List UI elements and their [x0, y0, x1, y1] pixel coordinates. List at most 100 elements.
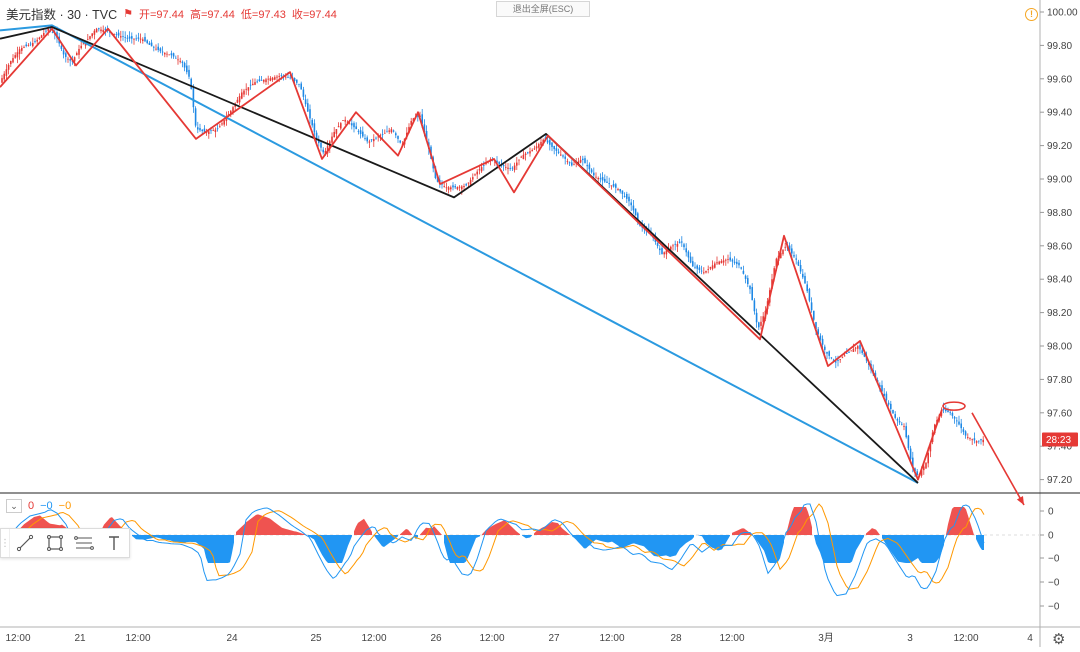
candle-body	[612, 183, 615, 187]
candle-body	[230, 110, 232, 115]
candle-body	[971, 439, 973, 441]
x-tick-label: 12:00	[125, 633, 150, 644]
candle-body	[551, 142, 553, 147]
candle-body	[478, 169, 481, 171]
grip-handle-icon[interactable]: ⋮	[0, 529, 10, 557]
candle-body	[749, 285, 751, 290]
candle-body	[98, 28, 100, 30]
indicator-value-orange: −0	[58, 500, 72, 512]
candle-body	[978, 440, 980, 442]
candle-body	[678, 241, 681, 244]
candle-body	[95, 28, 98, 33]
candle-body	[861, 350, 863, 354]
candle-body	[619, 188, 621, 192]
candle-body	[298, 83, 300, 85]
candle-body	[731, 259, 734, 262]
candle-body	[263, 79, 265, 82]
candle-body	[388, 130, 390, 132]
candle-body	[907, 435, 910, 449]
candle-body	[799, 265, 802, 272]
candle-body	[705, 270, 707, 273]
candle-body	[144, 36, 146, 42]
candle-body	[808, 289, 811, 301]
rectangle-tool-icon[interactable]	[40, 529, 70, 557]
candle-body	[727, 259, 729, 260]
candle-body	[181, 61, 184, 63]
x-tick-label: 12:00	[953, 633, 978, 644]
candle-body	[1, 78, 3, 83]
candle-body	[597, 177, 599, 180]
gear-icon[interactable]: ⚙	[1052, 631, 1066, 648]
flag-icon[interactable]: ⚑	[123, 8, 133, 20]
candle-body	[199, 128, 201, 131]
fib-levels-tool-icon[interactable]	[70, 529, 100, 557]
candle-body	[564, 156, 566, 159]
candle-body	[744, 275, 747, 279]
y-tick-label: 99.60	[1047, 74, 1072, 85]
macd-tick-label: −0	[1048, 602, 1060, 613]
candle-body	[507, 167, 509, 169]
candle-body	[296, 79, 298, 83]
candle-body	[685, 248, 687, 253]
candle-body	[509, 168, 511, 169]
macd-histogram	[754, 535, 784, 563]
x-tick-label: 12:00	[5, 633, 30, 644]
candle-body	[51, 32, 54, 33]
candle-body	[474, 174, 476, 176]
candle-body	[557, 151, 560, 153]
candle-body	[60, 45, 63, 49]
y-tick-label: 98.20	[1047, 308, 1072, 319]
candle-body	[524, 153, 527, 155]
chevron-down-icon[interactable]: ⌄	[6, 499, 22, 513]
trend-line-tool-icon[interactable]	[10, 529, 40, 557]
candle-body	[604, 178, 606, 182]
symbol-header: 美元指数 · 30 · TVC ⚑ 开=97.44 高=97.44 低=97.4…	[6, 4, 337, 23]
candle-body	[18, 49, 21, 55]
candle-body	[153, 46, 155, 48]
candle-body	[670, 246, 672, 250]
macd-histogram	[400, 529, 412, 535]
candle-body	[269, 78, 272, 81]
candle-body	[410, 121, 412, 125]
candle-body	[80, 45, 82, 49]
y-tick-label: 98.60	[1047, 241, 1072, 252]
candle-body	[258, 79, 261, 82]
candle-body	[560, 154, 562, 156]
arrow-head	[1016, 496, 1024, 505]
candle-body	[375, 137, 377, 139]
candle-body	[846, 353, 848, 354]
candle-body	[698, 267, 701, 270]
y-tick-label: 98.00	[1047, 342, 1072, 353]
candle-body	[813, 310, 815, 320]
price-tag-label: 28:23	[1046, 435, 1071, 446]
alert-icon[interactable]: !	[1025, 8, 1038, 21]
candle-body	[161, 51, 164, 53]
candle-body	[87, 38, 89, 40]
macd-histogram	[236, 514, 306, 535]
candle-body	[23, 46, 25, 48]
candle-body	[700, 270, 703, 272]
symbol-title[interactable]: 美元指数 · 30 · TVC	[6, 8, 118, 22]
candle-body	[929, 442, 932, 452]
candle-body	[366, 137, 368, 142]
candle-body	[126, 37, 129, 39]
text-tool-icon[interactable]	[99, 529, 129, 557]
candle-body	[21, 47, 23, 51]
candle-body	[480, 167, 483, 172]
exit-fullscreen-button[interactable]: 退出全屏(ESC)	[496, 1, 590, 17]
candle-body	[839, 359, 841, 361]
macd-tick-label: 0	[1048, 507, 1054, 518]
candle-body	[243, 90, 245, 95]
y-tick-label: 100.00	[1047, 8, 1078, 19]
candle-body	[920, 470, 923, 476]
candle-body	[588, 164, 591, 170]
candle-body	[450, 187, 452, 190]
candle-body	[201, 129, 203, 131]
candle-body	[179, 60, 181, 62]
candle-body	[395, 133, 397, 136]
candle-body	[381, 134, 384, 135]
candle-body	[362, 131, 364, 137]
candle-body	[953, 416, 956, 419]
macd-histogram	[882, 535, 944, 563]
